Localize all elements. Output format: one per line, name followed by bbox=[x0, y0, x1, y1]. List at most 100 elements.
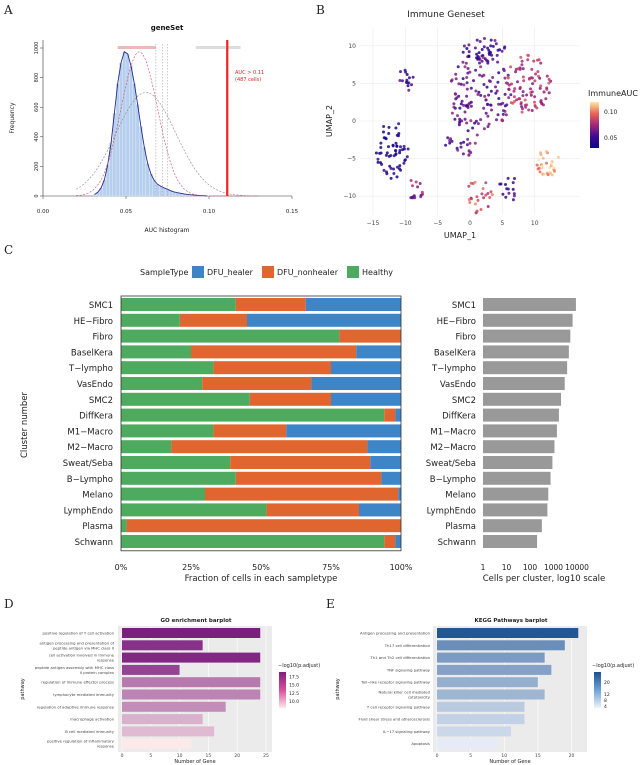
panel-c-legend-label: DFU_nonhealer bbox=[277, 268, 339, 277]
panel-c2-category-labels: SMC1 HE−Fibro Fibro BaselKera T−lympho VasEnd… bbox=[426, 301, 476, 548]
panel-b-point bbox=[489, 44, 493, 48]
panel-a-bar bbox=[132, 83, 137, 197]
panel-b-point bbox=[458, 120, 462, 124]
panel-c-bar-segment bbox=[121, 298, 236, 311]
panel-e-kegg-barplot: KEGG Pathways barplot Antigen processing… bbox=[335, 618, 634, 765]
panel-b-point bbox=[449, 137, 453, 141]
panel-b-point bbox=[519, 102, 523, 106]
panel-b-xtick-label: 0 bbox=[468, 220, 472, 227]
panel-b-point bbox=[465, 94, 469, 98]
panel-a-ytick-label: 400 bbox=[34, 132, 40, 142]
panel-b-point bbox=[444, 143, 448, 147]
panel-b-point bbox=[465, 76, 469, 79]
panel-c2-category-label: Plasma bbox=[445, 522, 476, 532]
panel-b-point bbox=[473, 121, 477, 125]
panel-e-bar bbox=[437, 701, 525, 712]
panel-b-point bbox=[466, 129, 470, 133]
panel-c-xlabel: Fraction of cells in each sampletype bbox=[185, 574, 338, 584]
panel-b-point bbox=[480, 192, 484, 196]
panel-b-legend-tick-label: 0.05 bbox=[604, 135, 618, 142]
panel-d-bar bbox=[122, 628, 261, 638]
panel-b-point bbox=[392, 172, 396, 175]
panel-e-category-label: TNF signaling pathway bbox=[386, 667, 431, 672]
panel-b-point bbox=[453, 92, 457, 96]
panel-e-ticks: 0 5 10 15 20 bbox=[436, 753, 575, 759]
panel-c2-category-label: Fibro bbox=[455, 333, 476, 343]
panel-b-point bbox=[516, 67, 520, 71]
panel-b-point bbox=[383, 136, 387, 140]
panel-b-point bbox=[552, 166, 556, 170]
panel-b-point bbox=[467, 184, 471, 188]
panel-b-point bbox=[504, 113, 508, 117]
panel-b-point bbox=[533, 104, 537, 108]
panel-b-point bbox=[459, 102, 463, 106]
panel-b-point bbox=[459, 141, 463, 145]
panel-d-xtick-label: 5 bbox=[149, 753, 152, 759]
panel-d-legend-ticks: 17.5 15.0 12.5 10.0 bbox=[289, 674, 299, 705]
panel-b-point bbox=[496, 60, 500, 64]
panel-label-b: B bbox=[316, 3, 325, 17]
panel-a-range-bar-2 bbox=[195, 46, 241, 49]
panel-b-point bbox=[387, 154, 391, 158]
panel-c-bar-segment bbox=[121, 361, 214, 375]
panel-d-legend-tick-label: 12.5 bbox=[289, 691, 299, 697]
panel-b-point bbox=[461, 77, 465, 81]
panel-b-point bbox=[547, 91, 551, 95]
panel-b-point bbox=[494, 85, 497, 89]
panel-b-point bbox=[505, 187, 509, 191]
panel-b-point bbox=[474, 89, 478, 93]
panel-b-point bbox=[475, 133, 479, 137]
panel-b-point bbox=[465, 47, 469, 50]
panel-d-bar bbox=[122, 714, 203, 725]
panel-c-category-label: Melano bbox=[82, 491, 113, 501]
panel-b-point bbox=[513, 177, 516, 180]
panel-c2-xtick-label: 10 bbox=[502, 563, 512, 572]
panel-label-d: D bbox=[4, 597, 14, 611]
panel-b-point bbox=[465, 87, 469, 91]
panel-c-xtick-label: 0% bbox=[115, 563, 128, 572]
panel-b-point bbox=[385, 151, 389, 155]
panel-e-category-label: Th17 cell differentiation bbox=[384, 643, 431, 648]
panel-c-legend: SampleType DFU_healer DFU_nonhealer Health… bbox=[140, 266, 393, 278]
panel-b-point bbox=[482, 73, 486, 77]
panel-b-point bbox=[407, 76, 411, 80]
panel-a-histogram: geneSet 0.00 0.05 0.10 0.15 0 200 400 600 800 100… bbox=[9, 24, 299, 234]
panel-b-point bbox=[457, 82, 461, 86]
panel-e-category-label: Apoptosis bbox=[411, 741, 430, 746]
panel-a-xtick-label: 0.10 bbox=[203, 209, 216, 215]
panel-b-legend-ticks: 0.10 0.05 bbox=[604, 109, 618, 142]
panel-b-point bbox=[482, 196, 486, 200]
panel-e-category-label: Th1 and Th2 cell differentiation bbox=[369, 655, 430, 660]
panel-b-legend-tick-label: 0.10 bbox=[604, 109, 618, 116]
panel-d-colorbar bbox=[279, 672, 286, 708]
panel-b-grid bbox=[360, 27, 580, 215]
panel-b-point bbox=[394, 141, 398, 145]
panel-b-point bbox=[402, 147, 406, 151]
panel-c-bar-segment bbox=[367, 440, 401, 454]
panel-b-ytick-label: 10 bbox=[348, 43, 356, 50]
panel-c-bar-segment bbox=[249, 392, 331, 406]
panel-b-point bbox=[489, 190, 493, 194]
panel-b-point bbox=[482, 106, 486, 110]
panel-c2-bar bbox=[483, 329, 571, 343]
panel-b-point bbox=[490, 53, 494, 57]
panel-b-point bbox=[511, 101, 515, 105]
panel-b-point bbox=[485, 85, 489, 89]
panel-b-point bbox=[538, 170, 542, 174]
panel-d-bar bbox=[122, 677, 261, 688]
panel-c-bar-segment bbox=[179, 313, 247, 327]
panel-b-point bbox=[446, 136, 450, 140]
panel-b-point bbox=[539, 84, 543, 88]
panel-c-bar-segment bbox=[235, 471, 382, 485]
panel-e-ylabel: pathway bbox=[335, 678, 341, 700]
panel-b-point bbox=[466, 137, 470, 141]
panel-a-ytick-label: 800 bbox=[34, 73, 40, 83]
panel-b-point bbox=[510, 82, 513, 86]
panel-b-point bbox=[537, 166, 541, 170]
panel-b-point bbox=[456, 114, 459, 118]
panel-b-point bbox=[454, 97, 458, 101]
panel-b-point bbox=[503, 109, 507, 113]
panel-c-category-label: M1−Macro bbox=[67, 427, 113, 437]
panel-b-point bbox=[490, 193, 494, 197]
